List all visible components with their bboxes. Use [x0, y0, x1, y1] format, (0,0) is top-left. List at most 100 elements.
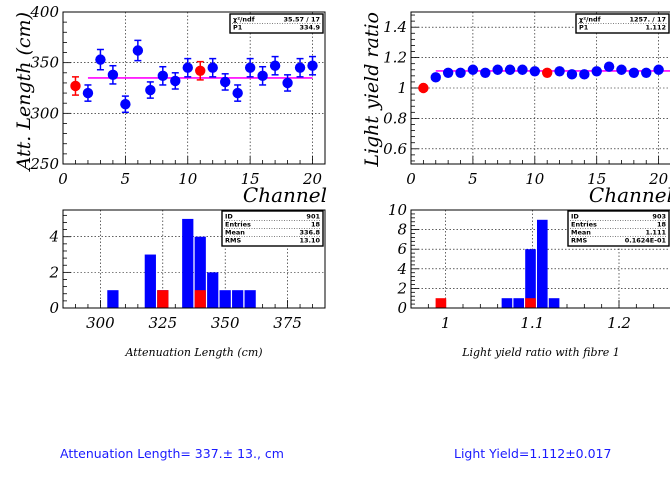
data-point	[455, 67, 466, 79]
data-point	[603, 61, 615, 72]
histogram-bar	[536, 219, 548, 308]
data-point	[492, 64, 503, 75]
stat-value: 1.112	[645, 24, 666, 32]
data-point	[170, 75, 181, 87]
y-tick-label: 300	[30, 104, 59, 122]
histogram-bar	[219, 290, 231, 308]
histogram-stats-box	[221, 210, 324, 247]
x-tick-label: 20	[302, 170, 323, 188]
y-tick-label: 2	[396, 279, 407, 297]
data-point	[554, 66, 565, 77]
y-tick-label: 10	[388, 201, 408, 219]
data-point	[232, 87, 243, 99]
y-tick-label: 400	[29, 3, 59, 21]
panel-1: 0 5 10 15 20 250 300 350 400 Channel Att. Length (…	[13, 3, 327, 207]
light-yield-result: Light Yield=1.112±0.017	[454, 446, 612, 461]
data-point	[182, 62, 193, 73]
data-point	[529, 66, 541, 77]
plot-frame	[410, 209, 670, 309]
histogram-title: Attenuation Length (cm)	[124, 346, 262, 359]
y-tick-label: 1.2	[383, 49, 407, 67]
stat-label: P1	[233, 24, 243, 32]
stat-value: 336.8	[299, 229, 320, 237]
data-point	[566, 69, 578, 80]
histogram-bar	[207, 272, 219, 308]
histogram-bar	[548, 298, 560, 308]
stat-label: ID	[571, 213, 579, 221]
stat-value: 334.9	[299, 24, 320, 32]
data-point	[219, 76, 231, 88]
stat-label: RMS	[225, 237, 241, 245]
data-point	[70, 80, 81, 92]
y-tick-label: 0.8	[383, 109, 407, 127]
data-point	[294, 62, 306, 73]
x-tick-label: 350	[211, 314, 240, 332]
data-point	[157, 70, 169, 82]
data-point	[641, 67, 652, 79]
histogram-bar	[157, 290, 169, 308]
data-point	[107, 69, 119, 81]
histogram-bar	[525, 298, 536, 308]
panel-4: 1 1.1 1.2 0 24 68 10 Light yield ratio with fib…	[388, 201, 670, 359]
data-point	[257, 70, 268, 82]
stat-value: 1257. / 17	[629, 16, 666, 24]
y-tick-label: 4	[396, 260, 407, 278]
histogram-bar	[435, 298, 447, 308]
x-tick-label: 5	[468, 170, 478, 188]
data-point	[467, 64, 479, 75]
data-point	[616, 64, 627, 75]
x-tick-label: 300	[86, 314, 115, 332]
x-tick-label: 1	[441, 314, 451, 332]
x-axis-title: Channel	[589, 183, 670, 207]
plot-frame	[410, 11, 670, 165]
x-tick-label: 1.2	[607, 314, 631, 332]
stat-label: Entries	[571, 221, 597, 229]
histogram-title: Light yield ratio with fibre 1	[461, 346, 620, 359]
x-axis-title: Channel	[243, 183, 327, 207]
panel-2: 0 5 10 15 20 0.6 0.8 1 1.2 1.4 Channel Light yield …	[361, 11, 670, 207]
y-tick-label: 2	[48, 263, 59, 281]
histogram-bar	[182, 218, 194, 308]
data-point	[307, 60, 318, 71]
data-point	[418, 82, 429, 94]
stat-label: χ²/ndf	[579, 16, 601, 24]
y-tick-label: 0	[397, 299, 407, 317]
data-point	[579, 69, 590, 80]
data-point	[120, 99, 131, 110]
x-tick-label: 15	[587, 170, 606, 188]
stat-label: χ²/ndf	[233, 16, 255, 24]
data-point	[591, 66, 602, 77]
x-tick-label: 1.1	[520, 314, 544, 332]
x-tick-label: 10	[525, 170, 545, 188]
data-point	[95, 54, 106, 65]
histogram-bar	[232, 290, 244, 308]
histogram-bar	[513, 298, 525, 308]
stat-label: ID	[225, 213, 233, 221]
x-tick-label: 20	[648, 170, 669, 188]
stat-value: 35.57 / 17	[283, 16, 320, 24]
data-point	[132, 45, 144, 56]
histogram-bar	[244, 290, 256, 308]
stat-label: P1	[579, 24, 589, 32]
data-point	[430, 72, 441, 83]
stat-value: 13.10	[299, 237, 320, 245]
fit-stats-box	[229, 13, 324, 34]
data-point	[82, 87, 94, 99]
data-point	[653, 64, 664, 75]
data-point	[480, 67, 491, 79]
data-point	[244, 62, 256, 73]
stat-value: 1.111	[645, 229, 666, 237]
data-point	[541, 67, 553, 79]
x-tick-label: 0	[58, 170, 68, 188]
data-point	[145, 84, 156, 96]
y-tick-label: 8	[397, 221, 407, 239]
stat-label: Mean	[571, 229, 591, 237]
y-axis-title: Light yield ratio	[361, 12, 383, 168]
y-tick-label: 1	[397, 79, 407, 97]
data-point	[195, 65, 206, 76]
histogram-bar	[144, 254, 156, 308]
y-tick-label: 4	[48, 228, 59, 246]
y-tick-label: 1.4	[383, 18, 407, 36]
y-tick-label: 0	[49, 299, 59, 317]
